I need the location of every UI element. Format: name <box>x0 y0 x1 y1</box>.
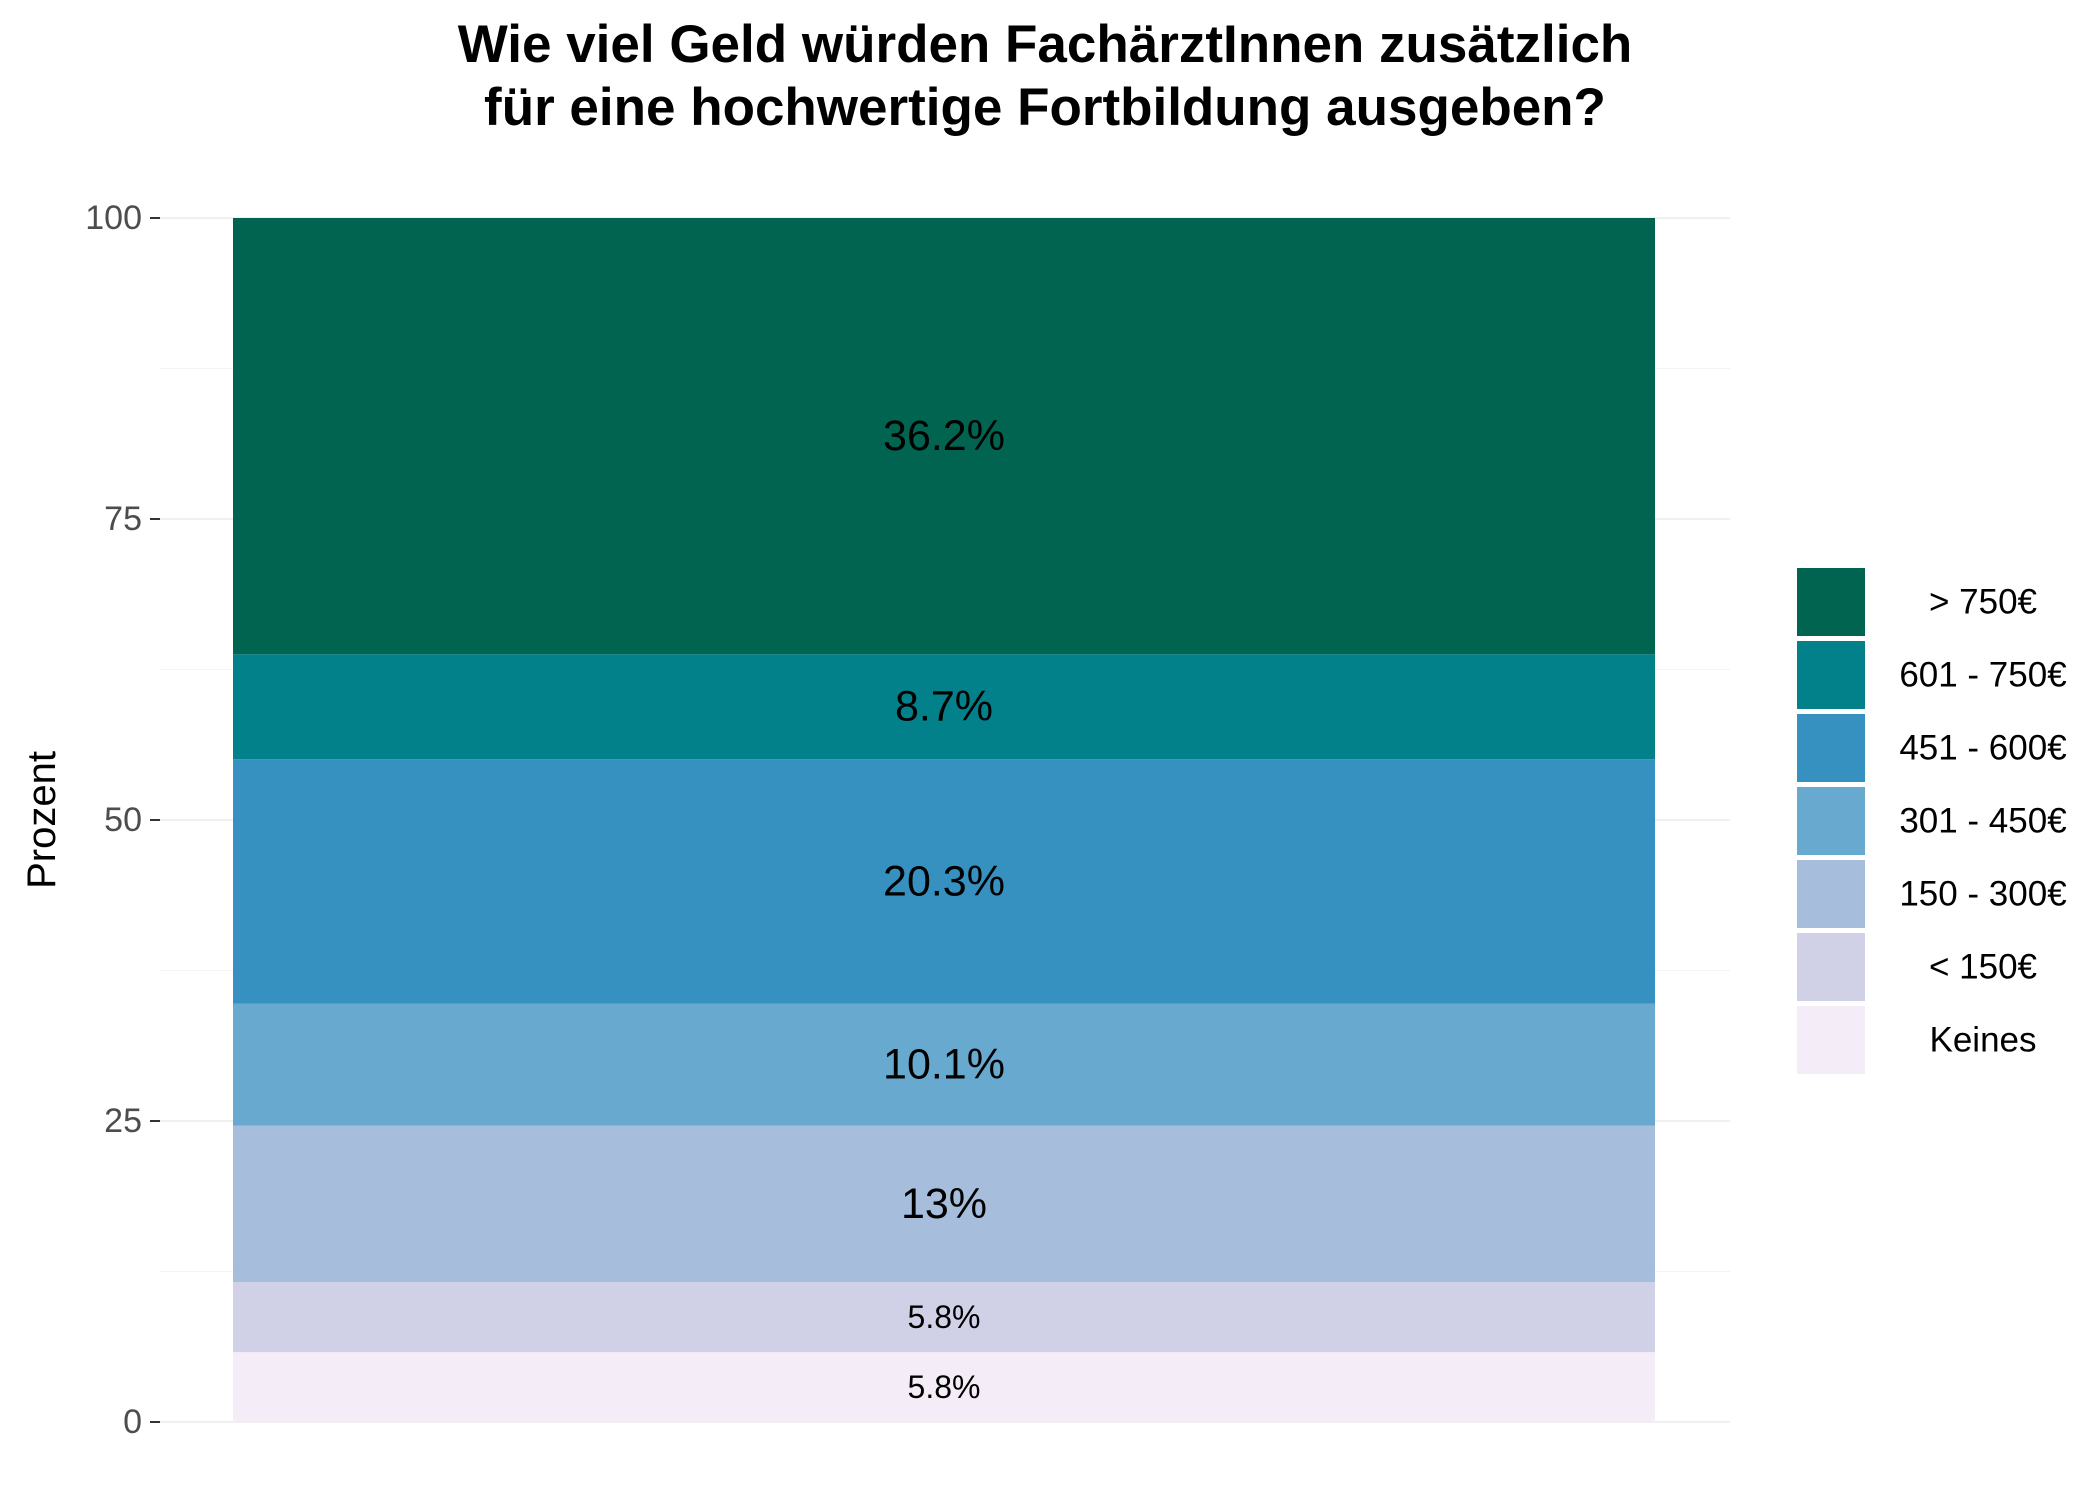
legend-label-5: < 150€ <box>1929 948 2037 987</box>
legend-key-1 <box>1797 641 1865 709</box>
bar-segment-6 <box>233 218 1655 655</box>
legend-label-1: 601 - 750€ <box>1899 656 2066 695</box>
legend: > 750€ 601 - 750€ 451 - 600€ 301 - 450€ 150 … <box>1797 568 2067 1074</box>
y-axis-label: Prozent <box>20 751 64 889</box>
legend-label-4: 150 - 300€ <box>1899 875 2066 914</box>
legend-key-3 <box>1797 787 1865 855</box>
legend-key-0 <box>1797 568 1865 636</box>
y-axis: 0 25 50 75 100 <box>85 199 160 1441</box>
segment-label-0: 5.8% <box>908 1369 981 1405</box>
segment-label-6: 36.2% <box>883 412 1005 460</box>
bar-segment-3 <box>233 1003 1655 1126</box>
y-tick-label-25: 25 <box>104 1102 142 1140</box>
segment-labels: 5.8% 5.8% 13% 10.1% 20.3% 8.7% 36.2% <box>883 412 1005 1405</box>
y-tick-label-75: 75 <box>104 500 142 538</box>
bar-segment-4 <box>233 759 1655 1004</box>
legend-label-0: > 750€ <box>1929 583 2037 622</box>
y-tick-label-50: 50 <box>104 801 142 839</box>
legend-key-6 <box>1797 1006 1865 1074</box>
segment-label-5: 8.7% <box>895 683 993 731</box>
segment-label-1: 5.8% <box>908 1299 981 1335</box>
y-tick-label-100: 100 <box>85 199 142 237</box>
legend-label-2: 451 - 600€ <box>1899 729 2066 768</box>
legend-key-5 <box>1797 933 1865 1001</box>
y-tick-label-0: 0 <box>123 1403 142 1441</box>
legend-key-2 <box>1797 714 1865 782</box>
bar-segments <box>233 218 1655 1422</box>
bar-segment-5 <box>233 654 1655 760</box>
bar-segment-2 <box>233 1125 1655 1283</box>
segment-label-2: 13% <box>901 1180 987 1228</box>
chart-title: Wie viel Geld würden FachärztInnen zusät… <box>458 15 1633 137</box>
chart-title-line-1: Wie viel Geld würden FachärztInnen zusät… <box>458 15 1633 74</box>
legend-label-3: 301 - 450€ <box>1899 802 2066 841</box>
bar-segment-0 <box>233 1352 1655 1422</box>
bar-segment-1 <box>233 1282 1655 1353</box>
legend-label-6: Keines <box>1929 1021 2036 1060</box>
segment-label-4: 20.3% <box>883 857 1005 905</box>
chart-title-line-2: für eine hochwertige Fortbildung ausgebe… <box>484 78 1606 137</box>
legend-key-4 <box>1797 860 1865 928</box>
segment-label-3: 10.1% <box>883 1041 1005 1089</box>
